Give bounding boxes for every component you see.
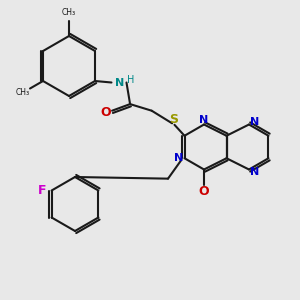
Text: O: O [199, 185, 209, 198]
Text: N: N [250, 117, 259, 127]
Text: CH₃: CH₃ [62, 8, 76, 17]
Text: N: N [250, 167, 259, 177]
Text: S: S [169, 113, 178, 126]
Text: O: O [100, 106, 111, 119]
Text: CH₃: CH₃ [16, 88, 30, 97]
Text: F: F [38, 184, 46, 197]
Text: H: H [127, 75, 135, 85]
Text: N: N [200, 115, 208, 125]
Text: N: N [115, 77, 124, 88]
Text: N: N [175, 153, 184, 163]
